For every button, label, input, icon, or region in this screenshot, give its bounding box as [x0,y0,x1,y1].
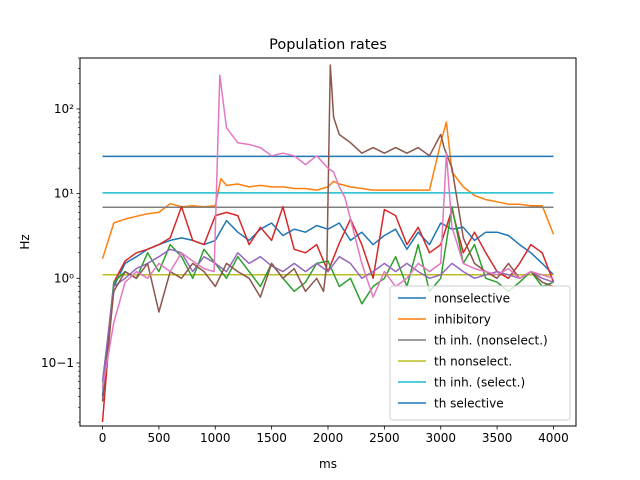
x-tick-label: 1000 [200,431,231,445]
x-tick-label: 4000 [538,431,569,445]
x-tick-label: 2500 [369,431,400,445]
legend-label: th inh. (nonselect.) [434,334,548,348]
series-line-inhibitory [101,121,555,260]
series-line-unlabeled-10 [101,74,554,389]
legend-label: th selective [434,397,504,411]
y-tick-label: 10² [54,102,74,116]
x-tick-label: 500 [147,431,170,445]
y-tick-label: 10¹ [54,187,74,201]
series-line-unlabeled-7 [101,205,554,389]
series-line-unlabeled-8 [101,248,554,382]
x-tick-label: 3500 [482,431,513,445]
x-axis: 0 500 1000 1500 2000 2500 3000 3500 4000 [99,426,569,445]
series-line-unlabeled-9 [101,64,554,402]
legend-label: th nonselect. [434,355,512,369]
y-tick-label: 10⁰ [54,271,74,285]
x-axis-label: ms [319,457,337,471]
chart-title: Population rates [269,37,387,53]
legend-label: th inh. (select.) [434,376,525,390]
y-tick-label: 10−1 [41,356,74,370]
y-axis: 10−1 10⁰ 10¹ 10² [41,57,80,423]
legend-box [389,285,571,421]
x-tick-label: 2000 [313,431,344,445]
legend-label: nonselective [434,292,510,306]
y-axis-label: Hz [18,234,32,249]
x-tick-label: 1500 [256,431,287,445]
legend-label: inhibitory [434,313,491,327]
x-tick-label: 0 [99,431,107,445]
series-layer [101,64,555,423]
legend: nonselective inhibitory th inh. (nonselect… [389,285,571,421]
x-tick-label: 3000 [425,431,456,445]
plot-area [79,57,577,427]
